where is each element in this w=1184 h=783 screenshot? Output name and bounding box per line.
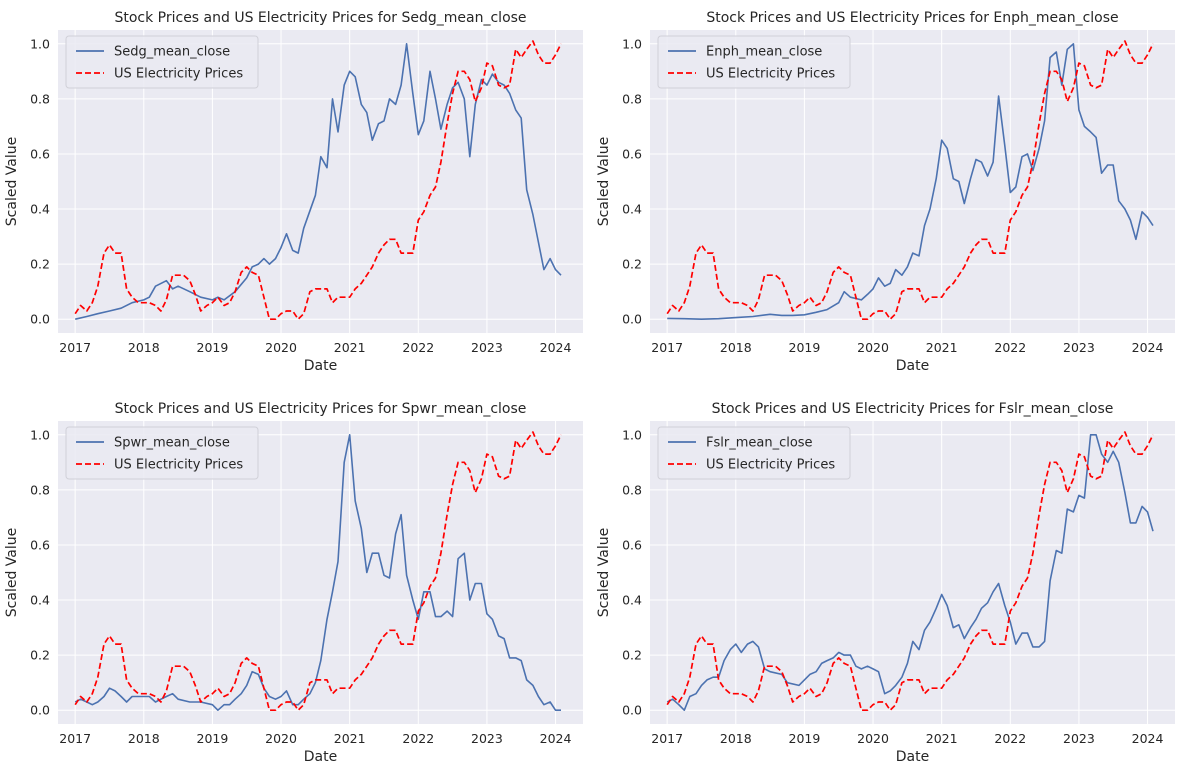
legend-label: Fslr_mean_close [706,436,813,451]
legend-label: US Electricity Prices [706,458,835,473]
y-tick-label: 0.4 [30,202,50,217]
chart-title: Stock Prices and US Electricity Prices f… [706,10,1118,26]
x-tick-label: 2022 [994,731,1026,746]
x-tick-label: 2020 [265,731,297,746]
x-tick-label: 2023 [471,731,503,746]
x-tick-label: 2024 [540,340,572,355]
chart-panel-3: 0.0 0.2 0.4 0.6 0.8 1.0 2017 2018 2019 2020 2021 20… [4,401,583,765]
x-tick-label: 2022 [994,340,1026,355]
x-tick-label: 2019 [197,731,229,746]
x-tick-label: 2018 [128,340,160,355]
x-axis-label: Date [304,358,337,374]
series-line-stock [75,43,562,320]
legend: Sedg_mean_close US Electricity Prices [65,35,259,89]
y-tick-label: 0.8 [622,482,642,497]
y-tick-label: 1.0 [622,36,642,51]
series-line-electricity [666,431,1154,712]
x-tick-label: 2018 [720,340,752,355]
x-tick-label: 2020 [857,731,889,746]
legend-label: Enph_mean_close [706,45,822,60]
legend-label: US Electricity Prices [706,67,835,82]
y-tick-label: 0.0 [622,703,642,718]
chart-panel-1: 0.0 0.2 0.4 0.6 0.8 1.0 2017 2018 2019 2020 2021 20… [4,10,583,374]
x-tick-label: 2022 [402,340,434,355]
x-axis-label: Date [304,749,337,765]
x-tick-label: 2024 [540,731,572,746]
y-tick-label: 0.6 [30,537,50,552]
x-axis-label: Date [896,749,929,765]
x-tick-label: 2018 [720,731,752,746]
chart-title: Stock Prices and US Electricity Prices f… [712,401,1114,417]
y-tick-label: 0.2 [30,257,50,272]
legend-box [65,35,259,89]
y-tick-label: 1.0 [622,427,642,442]
y-tick-label: 0.8 [622,91,642,106]
legend-label: US Electricity Prices [114,458,243,473]
y-tick-label: 0.8 [30,91,50,106]
y-tick-label: 0.2 [622,257,642,272]
chart-title: Stock Prices and US Electricity Prices f… [114,10,526,26]
series-line-electricity [666,40,1154,321]
x-tick-label: 2019 [789,731,821,746]
x-tick-label: 2020 [265,340,297,355]
x-tick-label: 2018 [128,731,160,746]
y-axis-label: Scaled Value [4,137,20,226]
legend-label: Spwr_mean_close [114,436,230,451]
chart-panel-2: 0.0 0.2 0.4 0.6 0.8 1.0 2017 2018 2019 2020 2021 20… [596,10,1175,374]
series-line-electricity [74,431,562,712]
x-axis-label: Date [896,358,929,374]
x-tick-label: 2021 [334,340,366,355]
x-tick-label: 2017 [59,731,91,746]
chart-title: Stock Prices and US Electricity Prices f… [115,401,527,417]
y-tick-label: 0.0 [30,312,50,327]
y-tick-label: 1.0 [30,36,50,51]
x-tick-label: 2021 [334,731,366,746]
x-tick-label: 2019 [197,340,229,355]
y-tick-label: 0.0 [622,312,642,327]
y-tick-label: 0.4 [622,593,642,608]
y-tick-label: 0.6 [30,146,50,161]
series-line-stock [666,434,1154,711]
x-tick-label: 2023 [1063,731,1095,746]
y-axis-label: Scaled Value [596,528,612,617]
y-tick-label: 0.4 [622,202,642,217]
y-axis-label: Scaled Value [596,137,612,226]
legend: Enph_mean_close US Electricity Prices [657,35,851,89]
legend-label: US Electricity Prices [114,67,243,82]
y-tick-label: 0.6 [622,537,642,552]
x-tick-label: 2020 [857,340,889,355]
y-tick-label: 0.8 [30,482,50,497]
x-tick-label: 2022 [402,731,434,746]
legend: Spwr_mean_close US Electricity Prices [65,426,259,480]
x-tick-label: 2019 [789,340,821,355]
x-tick-label: 2021 [926,731,958,746]
y-tick-label: 0.4 [30,593,50,608]
y-tick-label: 0.2 [622,648,642,663]
x-tick-label: 2017 [59,340,91,355]
series-line-stock [74,434,561,711]
y-tick-label: 0.0 [30,703,50,718]
legend-label: Sedg_mean_close [114,45,230,60]
x-tick-label: 2024 [1132,340,1164,355]
chart-panel-4: 0.0 0.2 0.4 0.6 0.8 1.0 2017 2018 2019 2020 2021 20… [596,401,1175,765]
x-tick-label: 2023 [471,340,503,355]
x-tick-label: 2023 [1063,340,1095,355]
y-tick-label: 0.2 [30,648,50,663]
series-line-electricity [74,40,562,321]
legend-box [657,426,851,480]
y-tick-label: 0.6 [622,146,642,161]
x-tick-label: 2017 [651,340,683,355]
x-tick-label: 2024 [1132,731,1164,746]
legend-box [657,35,851,89]
x-tick-label: 2021 [926,340,958,355]
x-tick-label: 2017 [651,731,683,746]
y-tick-label: 1.0 [30,427,50,442]
y-axis-label: Scaled Value [4,528,20,617]
series-line-stock [667,43,1154,320]
legend-box [65,426,259,480]
legend: Fslr_mean_close US Electricity Prices [657,426,851,480]
